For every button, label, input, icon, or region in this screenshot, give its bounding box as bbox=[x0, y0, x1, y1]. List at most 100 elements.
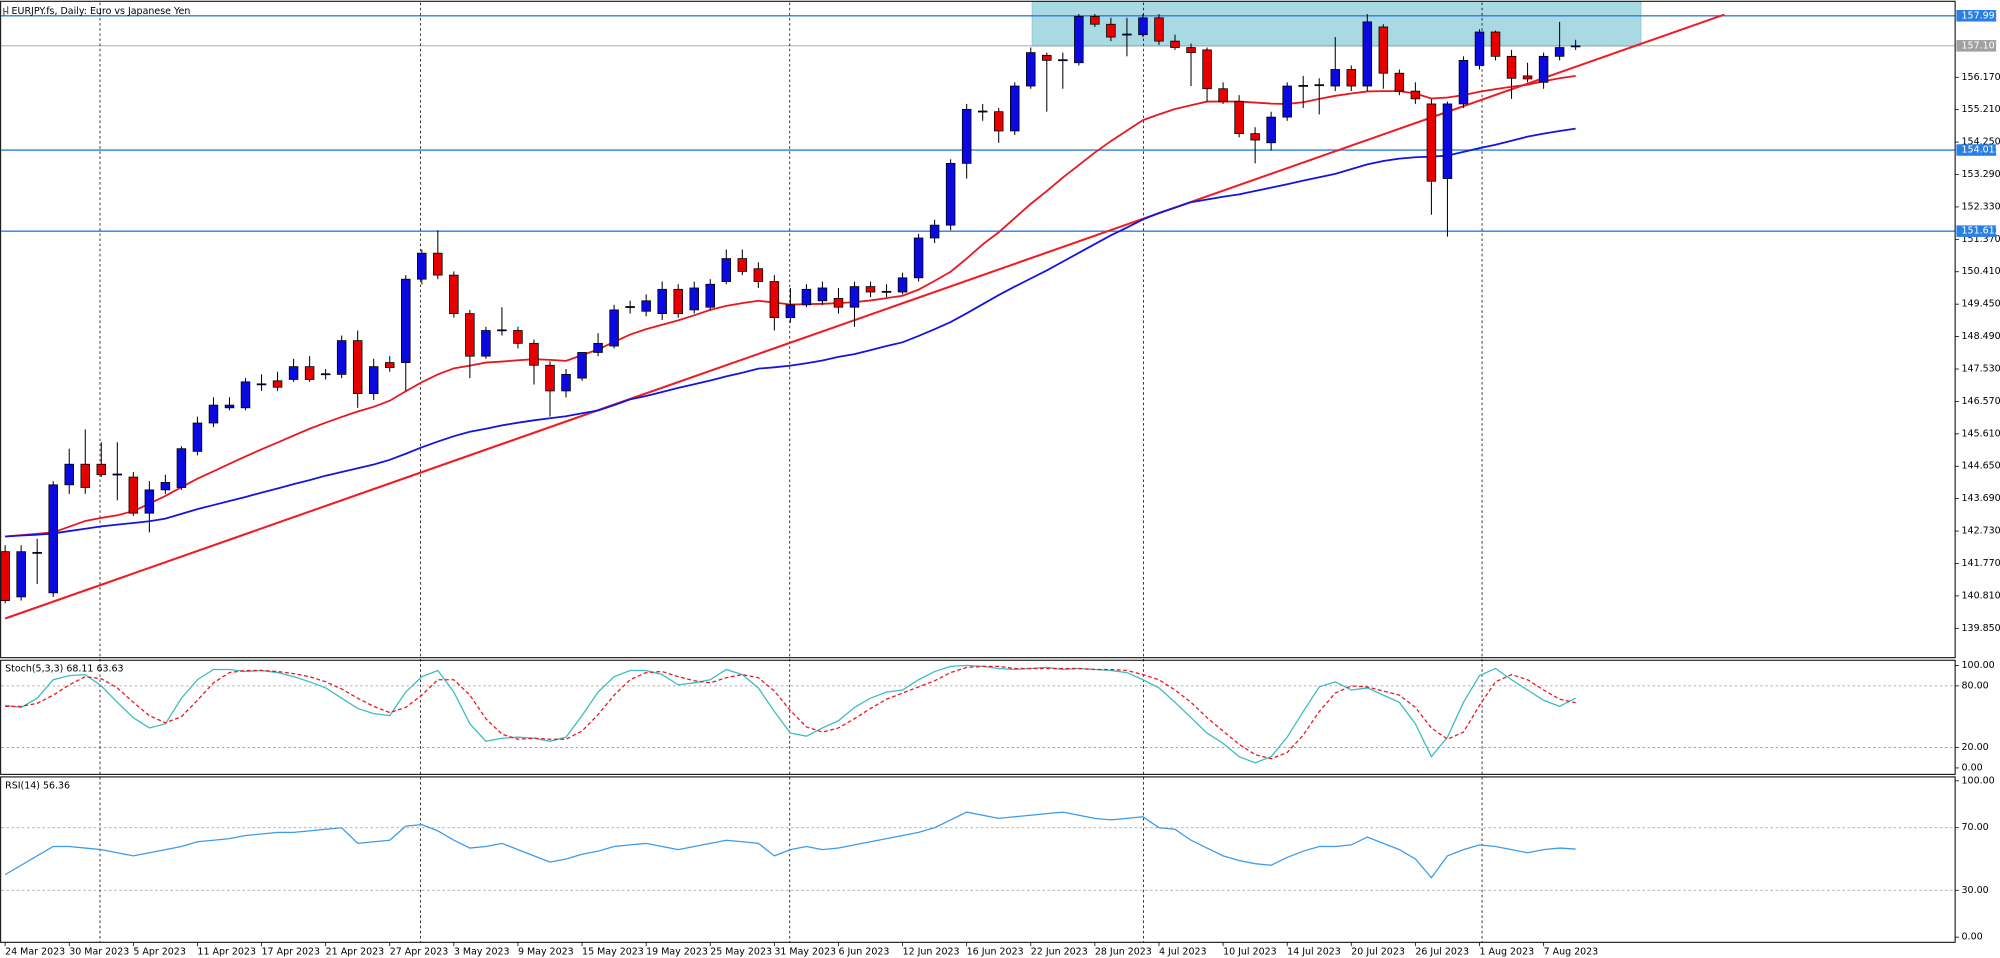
candle-body bbox=[577, 352, 587, 379]
candle-body bbox=[1250, 133, 1260, 141]
y-tick-label: 152.330 bbox=[1962, 201, 2000, 212]
candle-body bbox=[881, 290, 892, 293]
candle-body bbox=[801, 288, 812, 306]
y-tick-label: 80.00 bbox=[1962, 680, 1989, 691]
y-tick-label: 154.250 bbox=[1962, 137, 2000, 148]
y-tick-label: 149.450 bbox=[1962, 299, 2000, 310]
rsi-panel-frame bbox=[0, 776, 1956, 943]
candle-body bbox=[1426, 103, 1437, 182]
x-tick-label: 12 Jun 2023 bbox=[903, 946, 960, 957]
candle-body bbox=[160, 482, 171, 491]
candle-body bbox=[256, 383, 267, 386]
candle-body bbox=[609, 309, 619, 347]
candle-body bbox=[657, 288, 667, 315]
candle-body bbox=[993, 111, 1004, 132]
candle-body bbox=[192, 422, 203, 452]
candle-body bbox=[272, 380, 283, 388]
y-tick-label: 140.810 bbox=[1962, 590, 2000, 601]
candle-body bbox=[80, 463, 90, 488]
x-tick-label: 27 Apr 2023 bbox=[390, 946, 449, 957]
x-tick-label: 11 Apr 2023 bbox=[197, 946, 256, 957]
x-tick-label: 4 Jul 2023 bbox=[1159, 946, 1207, 957]
candle-body bbox=[304, 366, 315, 380]
candle-body bbox=[1058, 59, 1068, 62]
candle-body bbox=[737, 258, 748, 272]
y-tick-label: 100.00 bbox=[1962, 775, 1995, 786]
candle-body bbox=[593, 342, 603, 353]
candle-body bbox=[1362, 21, 1373, 87]
y-tick-label: 142.730 bbox=[1962, 526, 2000, 537]
chart-icon bbox=[3, 6, 9, 16]
y-tick-label: 151.370 bbox=[1962, 234, 2000, 245]
candle-body bbox=[336, 340, 347, 375]
level-label: 157.991 bbox=[1962, 10, 2000, 21]
candle-body bbox=[32, 551, 42, 554]
candle-body bbox=[385, 362, 395, 369]
candle-body bbox=[1122, 33, 1132, 36]
candle-body bbox=[529, 342, 539, 366]
candle-body bbox=[897, 277, 908, 293]
candle-body bbox=[625, 306, 635, 308]
indicator-line bbox=[4, 811, 1576, 879]
main-panel-frame bbox=[0, 0, 1956, 659]
candle-body bbox=[929, 224, 940, 239]
y-tick-label: 150.410 bbox=[1962, 266, 2000, 277]
candle-body bbox=[1170, 40, 1180, 48]
indicator-line bbox=[5, 665, 1576, 760]
candle-body bbox=[320, 373, 331, 376]
candle-body bbox=[1266, 116, 1276, 144]
candle-body bbox=[977, 110, 988, 113]
x-tick-label: 31 May 2023 bbox=[774, 946, 836, 957]
candle-body bbox=[849, 286, 860, 308]
candle-body bbox=[481, 330, 491, 357]
candle-body bbox=[1330, 69, 1340, 87]
x-tick-label: 7 Aug 2023 bbox=[1544, 946, 1599, 957]
candle-body bbox=[64, 463, 74, 486]
candle-body bbox=[1234, 101, 1244, 135]
y-tick-label: 153.290 bbox=[1962, 169, 2000, 180]
candle-body bbox=[1378, 26, 1389, 74]
candle-body bbox=[689, 287, 699, 311]
x-tick-label: 15 May 2023 bbox=[582, 946, 644, 957]
candle-body bbox=[721, 258, 732, 282]
x-tick-label: 21 Apr 2023 bbox=[326, 946, 385, 957]
candle-body bbox=[833, 298, 844, 308]
x-tick-label: 26 Jul 2023 bbox=[1415, 946, 1469, 957]
stoch-panel-frame bbox=[0, 659, 1956, 775]
y-tick-label: 144.650 bbox=[1962, 461, 2000, 472]
y-tick-label: 145.610 bbox=[1962, 428, 2000, 439]
trend-line bbox=[4, 13, 1725, 620]
x-tick-label: 28 Jun 2023 bbox=[1095, 946, 1152, 957]
candle-body bbox=[224, 404, 235, 409]
y-tick-label: 146.570 bbox=[1962, 396, 2000, 407]
last-price-label: 157.101 bbox=[1962, 40, 2000, 51]
candle-body bbox=[753, 268, 764, 282]
candle-body bbox=[96, 463, 107, 476]
candle-body bbox=[48, 484, 58, 594]
level-label: 151.612 bbox=[1962, 226, 2000, 237]
candle-body bbox=[705, 283, 715, 308]
y-tick-label: 141.770 bbox=[1962, 558, 2000, 569]
y-tick-label: 156.170 bbox=[1962, 72, 2000, 83]
candle-body bbox=[1506, 55, 1517, 79]
candle-body bbox=[561, 374, 571, 392]
candle-body bbox=[1202, 49, 1212, 90]
candle-body bbox=[785, 304, 796, 319]
x-tick-label: 6 Jun 2023 bbox=[838, 946, 889, 957]
stoch-title: Stoch(5,3,3) 68.11 63.63 bbox=[5, 664, 123, 675]
candle-body bbox=[449, 274, 459, 315]
candle-body bbox=[865, 286, 876, 293]
x-tick-label: 25 May 2023 bbox=[710, 946, 772, 957]
candle-body bbox=[401, 278, 411, 363]
x-tick-label: 14 Jul 2023 bbox=[1287, 946, 1341, 957]
candle-body bbox=[1090, 16, 1100, 25]
candle-body bbox=[1298, 84, 1308, 87]
candle-body bbox=[465, 313, 475, 357]
y-tick-label: 147.530 bbox=[1962, 363, 2000, 374]
rsi-title: RSI(14) 56.36 bbox=[5, 780, 70, 791]
y-tick-label: 0.00 bbox=[1962, 932, 1983, 943]
candle-body bbox=[673, 288, 683, 315]
